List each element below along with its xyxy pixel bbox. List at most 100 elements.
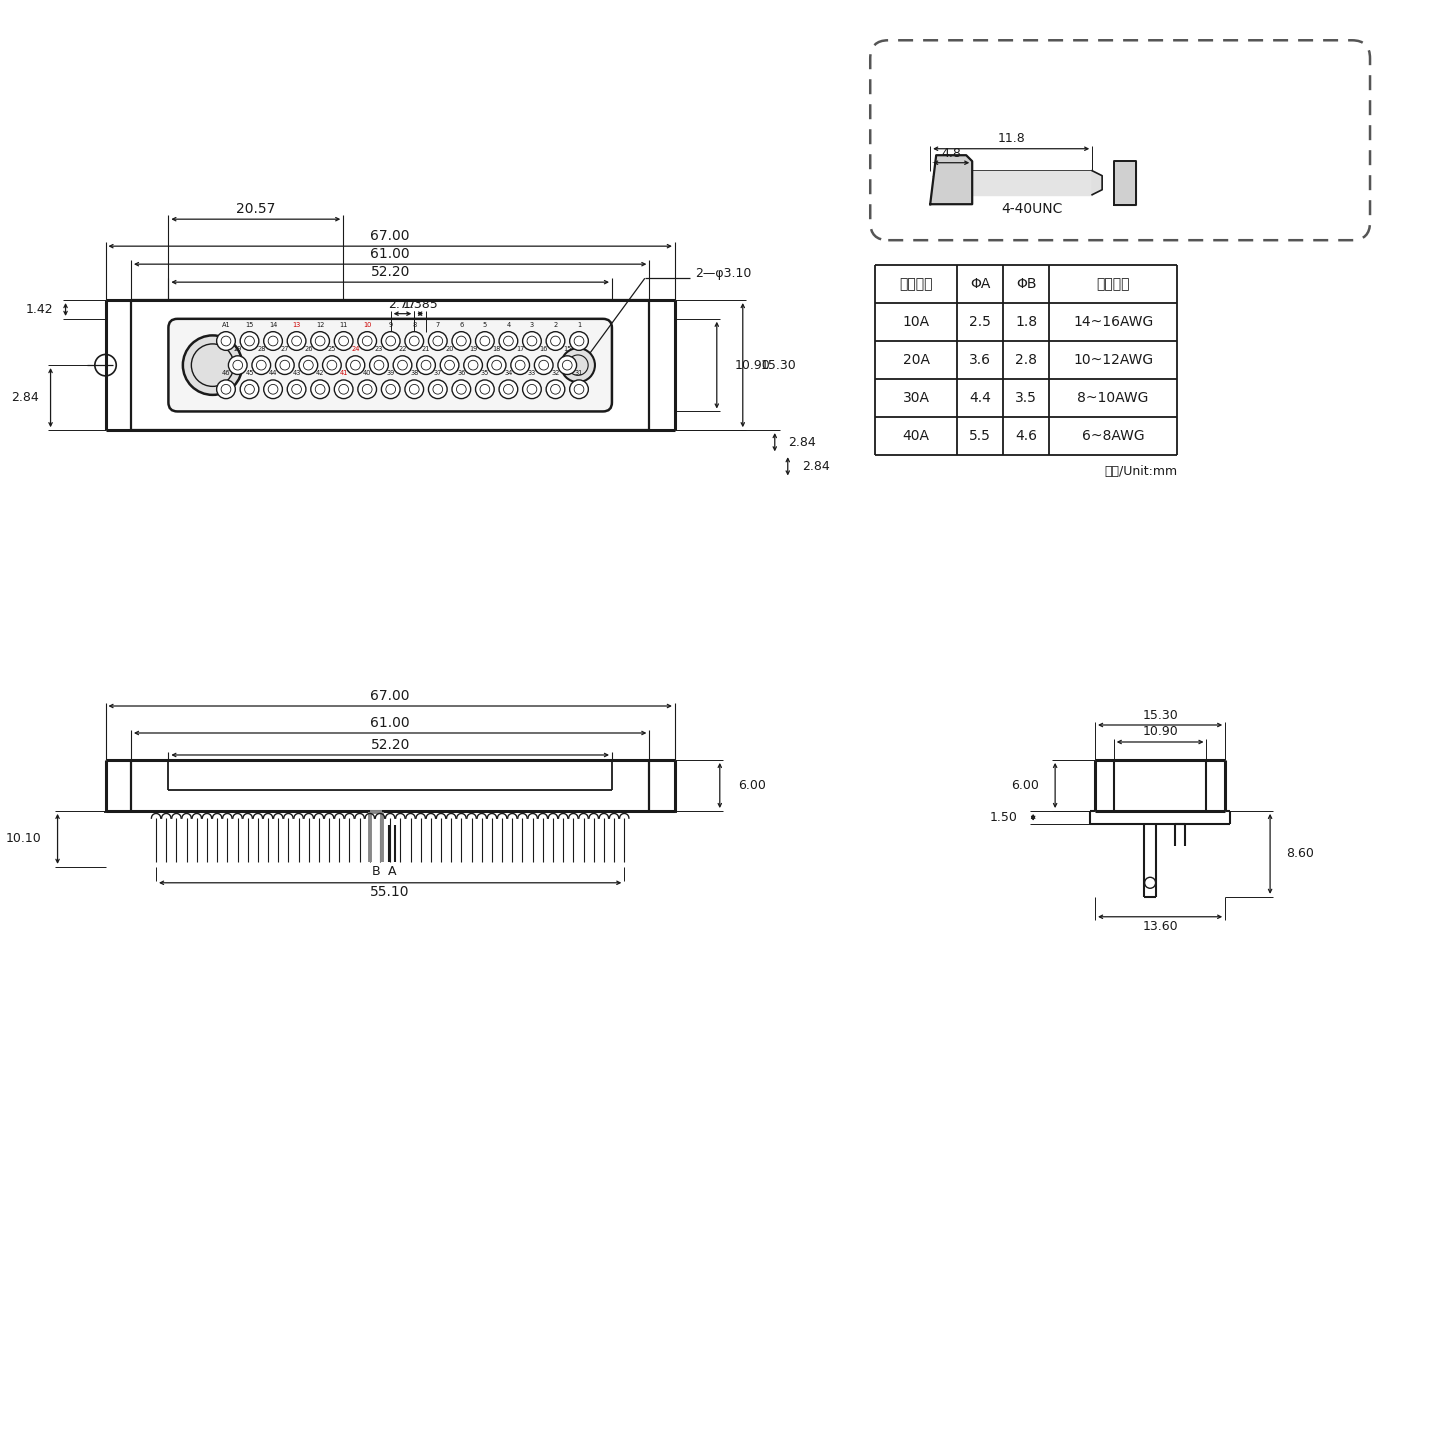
Circle shape — [287, 331, 305, 350]
Text: 3: 3 — [530, 323, 534, 328]
Text: 4: 4 — [507, 323, 511, 328]
Text: 19: 19 — [469, 346, 477, 353]
Circle shape — [475, 331, 494, 350]
Text: 37: 37 — [433, 370, 442, 376]
Text: 46: 46 — [222, 370, 230, 376]
Text: 2.84: 2.84 — [788, 436, 815, 449]
Text: 6: 6 — [459, 323, 464, 328]
Polygon shape — [930, 156, 972, 204]
Text: 34: 34 — [504, 370, 513, 376]
Text: 10A: 10A — [903, 315, 930, 330]
Text: 2—φ3.10: 2—φ3.10 — [696, 266, 752, 279]
Circle shape — [534, 356, 553, 374]
Text: 20: 20 — [445, 346, 454, 353]
Circle shape — [429, 380, 448, 399]
Circle shape — [240, 380, 259, 399]
Circle shape — [346, 356, 364, 374]
Circle shape — [487, 356, 505, 374]
Text: 23: 23 — [374, 346, 383, 353]
Text: 61.00: 61.00 — [370, 248, 410, 261]
Text: 10~12AWG: 10~12AWG — [1073, 353, 1153, 367]
Text: 42: 42 — [315, 370, 324, 376]
Text: 4-40UNC: 4-40UNC — [1001, 202, 1063, 216]
Circle shape — [523, 331, 541, 350]
Circle shape — [264, 331, 282, 350]
Text: 41: 41 — [340, 370, 348, 376]
Text: 3.6: 3.6 — [969, 353, 991, 367]
FancyBboxPatch shape — [249, 321, 556, 409]
Text: 35: 35 — [481, 370, 490, 376]
Circle shape — [311, 380, 330, 399]
Circle shape — [264, 380, 282, 399]
Circle shape — [570, 380, 589, 399]
Text: 17: 17 — [516, 346, 524, 353]
Text: 10: 10 — [363, 323, 372, 328]
Text: 14: 14 — [269, 323, 278, 328]
Text: 22: 22 — [399, 346, 406, 353]
Text: 67.00: 67.00 — [370, 688, 410, 703]
Text: 40A: 40A — [903, 429, 930, 444]
Circle shape — [441, 356, 459, 374]
Text: 4.4: 4.4 — [969, 392, 991, 405]
Text: 12: 12 — [315, 323, 324, 328]
Text: 30A: 30A — [903, 392, 930, 405]
Circle shape — [216, 380, 235, 399]
Text: 9: 9 — [389, 323, 393, 328]
Text: 26: 26 — [304, 346, 312, 353]
Circle shape — [382, 331, 400, 350]
Circle shape — [359, 380, 376, 399]
Text: 5.5: 5.5 — [969, 429, 991, 444]
Text: 6~8AWG: 6~8AWG — [1081, 429, 1145, 444]
Text: 14~16AWG: 14~16AWG — [1073, 315, 1153, 330]
FancyBboxPatch shape — [168, 318, 612, 412]
Circle shape — [275, 356, 294, 374]
Polygon shape — [1115, 161, 1136, 204]
Text: A1: A1 — [222, 323, 230, 328]
Text: 10.90: 10.90 — [1142, 726, 1178, 739]
Text: 32: 32 — [552, 370, 560, 376]
Text: 额定电流: 额定电流 — [900, 276, 933, 291]
Text: 13: 13 — [292, 323, 301, 328]
Text: 52.20: 52.20 — [370, 265, 410, 279]
Text: 15.30: 15.30 — [1142, 708, 1178, 721]
Text: 40: 40 — [363, 370, 372, 376]
Text: ΦB: ΦB — [1015, 276, 1037, 291]
Text: 4.8: 4.8 — [942, 147, 960, 160]
Circle shape — [475, 380, 494, 399]
Text: 单位/Unit:mm: 单位/Unit:mm — [1104, 465, 1176, 478]
Circle shape — [323, 356, 341, 374]
Text: 1.42: 1.42 — [26, 302, 53, 315]
Text: 2.84: 2.84 — [12, 392, 39, 405]
Circle shape — [405, 380, 423, 399]
Text: 13.60: 13.60 — [1142, 920, 1178, 933]
Circle shape — [500, 380, 518, 399]
Text: 8: 8 — [412, 323, 416, 328]
Text: 6.00: 6.00 — [737, 779, 766, 792]
Circle shape — [416, 356, 435, 374]
Text: 67.00: 67.00 — [370, 229, 410, 243]
Text: 1: 1 — [577, 323, 582, 328]
Text: 线材规格: 线材规格 — [1096, 276, 1130, 291]
Text: 10.90: 10.90 — [734, 359, 770, 372]
Text: 2.84: 2.84 — [802, 459, 829, 472]
Text: 8~10AWG: 8~10AWG — [1077, 392, 1149, 405]
Circle shape — [382, 380, 400, 399]
Circle shape — [546, 331, 564, 350]
Text: 43: 43 — [292, 370, 301, 376]
Circle shape — [334, 380, 353, 399]
Circle shape — [500, 331, 518, 350]
Text: 10.10: 10.10 — [6, 832, 42, 845]
Text: 38: 38 — [410, 370, 419, 376]
Text: 31: 31 — [575, 370, 583, 376]
Text: 1.385: 1.385 — [402, 298, 438, 311]
Circle shape — [523, 380, 541, 399]
Text: 55.10: 55.10 — [370, 884, 410, 899]
Text: 2.77: 2.77 — [389, 298, 416, 311]
Text: 39: 39 — [386, 370, 395, 376]
Circle shape — [229, 356, 248, 374]
Circle shape — [334, 331, 353, 350]
Text: A: A — [387, 865, 396, 878]
Circle shape — [429, 331, 448, 350]
Text: 2.5: 2.5 — [969, 315, 991, 330]
Circle shape — [370, 356, 389, 374]
